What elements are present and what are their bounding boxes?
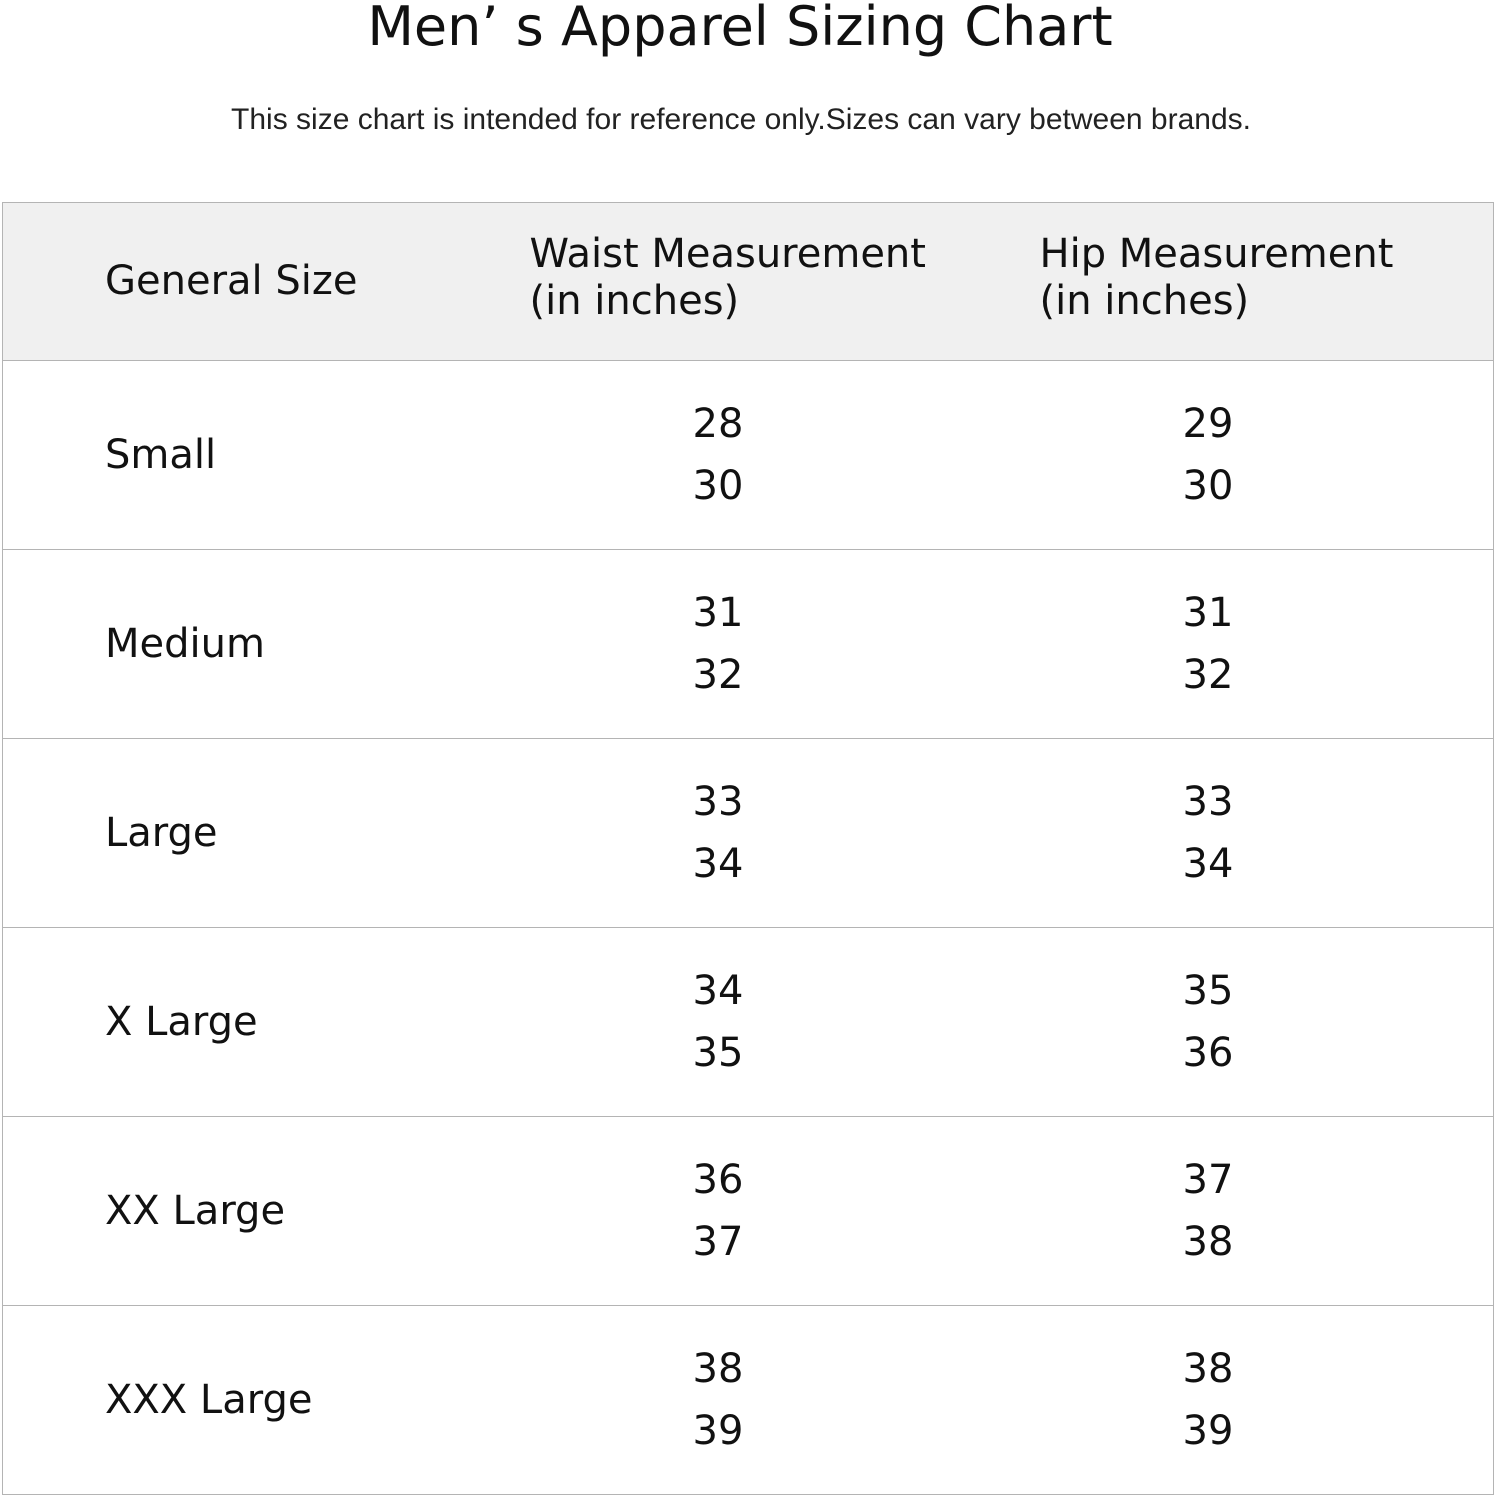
hip-cell: 29 30 xyxy=(1039,360,1494,550)
table-header-row: General Size Waist Measurement (in inche… xyxy=(2,202,1494,361)
table-row: XX Large 36 37 37 38 xyxy=(2,1116,1494,1306)
header-general-size-label: General Size xyxy=(105,258,358,304)
header-waist-label: Waist Measurement xyxy=(529,230,926,277)
size-label: X Large xyxy=(105,999,258,1045)
waist-min: 36 xyxy=(692,1157,744,1203)
waist-max: 30 xyxy=(692,463,744,509)
waist-cell: 28 30 xyxy=(529,360,1040,550)
waist-cell: 34 35 xyxy=(529,927,1040,1117)
size-cell: X Large xyxy=(2,927,530,1117)
waist-cell: 33 34 xyxy=(529,738,1040,928)
waist-max: 32 xyxy=(692,652,744,698)
hip-min: 33 xyxy=(1182,779,1234,825)
table-row: XXX Large 38 39 38 39 xyxy=(2,1305,1494,1495)
page-title: Men’ s Apparel Sizing Chart xyxy=(367,0,1113,58)
header-hip: Hip Measurement (in inches) xyxy=(1039,202,1494,361)
table-row: Large 33 34 33 34 xyxy=(2,738,1494,928)
size-cell: XX Large xyxy=(2,1116,530,1306)
waist-min: 31 xyxy=(692,590,744,636)
hip-max: 39 xyxy=(1182,1408,1234,1454)
waist-max: 34 xyxy=(692,841,744,887)
waist-min: 33 xyxy=(692,779,744,825)
size-cell: XXX Large xyxy=(2,1305,530,1495)
hip-max: 34 xyxy=(1182,841,1234,887)
size-cell: Small xyxy=(2,360,530,550)
size-cell: Large xyxy=(2,738,530,928)
size-cell: Medium xyxy=(2,549,530,739)
page-subtitle: This size chart is intended for referenc… xyxy=(231,103,1251,136)
hip-cell: 37 38 xyxy=(1039,1116,1494,1306)
waist-max: 35 xyxy=(692,1030,744,1076)
waist-cell: 38 39 xyxy=(529,1305,1040,1495)
hip-cell: 35 36 xyxy=(1039,927,1494,1117)
waist-max: 39 xyxy=(692,1408,744,1454)
waist-max: 37 xyxy=(692,1219,744,1265)
waist-cell: 36 37 xyxy=(529,1116,1040,1306)
hip-max: 30 xyxy=(1182,463,1234,509)
table-row: Medium 31 32 31 32 xyxy=(2,549,1494,739)
size-label: Medium xyxy=(105,621,265,667)
size-label: Small xyxy=(105,432,217,478)
hip-min: 37 xyxy=(1182,1157,1234,1203)
hip-cell: 38 39 xyxy=(1039,1305,1494,1495)
waist-cell: 31 32 xyxy=(529,549,1040,739)
hip-cell: 31 32 xyxy=(1039,549,1494,739)
hip-cell: 33 34 xyxy=(1039,738,1494,928)
size-label: XX Large xyxy=(105,1188,286,1234)
header-hip-unit: (in inches) xyxy=(1039,277,1250,324)
hip-min: 31 xyxy=(1182,590,1234,636)
hip-max: 36 xyxy=(1182,1030,1234,1076)
header-waist-unit: (in inches) xyxy=(529,277,740,324)
header-general-size: General Size xyxy=(2,202,530,361)
hip-min: 38 xyxy=(1182,1346,1234,1392)
size-label: XXX Large xyxy=(105,1377,313,1423)
waist-min: 28 xyxy=(692,401,744,447)
hip-max: 38 xyxy=(1182,1219,1234,1265)
header-hip-label: Hip Measurement xyxy=(1039,230,1394,277)
header-waist: Waist Measurement (in inches) xyxy=(529,202,1040,361)
waist-min: 38 xyxy=(692,1346,744,1392)
hip-min: 29 xyxy=(1182,401,1234,447)
hip-max: 32 xyxy=(1182,652,1234,698)
size-label: Large xyxy=(105,810,218,856)
waist-min: 34 xyxy=(692,968,744,1014)
table-row: Small 28 30 29 30 xyxy=(2,360,1494,550)
sizing-table: General Size Waist Measurement (in inche… xyxy=(2,202,1494,1495)
hip-min: 35 xyxy=(1182,968,1234,1014)
table-row: X Large 34 35 35 36 xyxy=(2,927,1494,1117)
